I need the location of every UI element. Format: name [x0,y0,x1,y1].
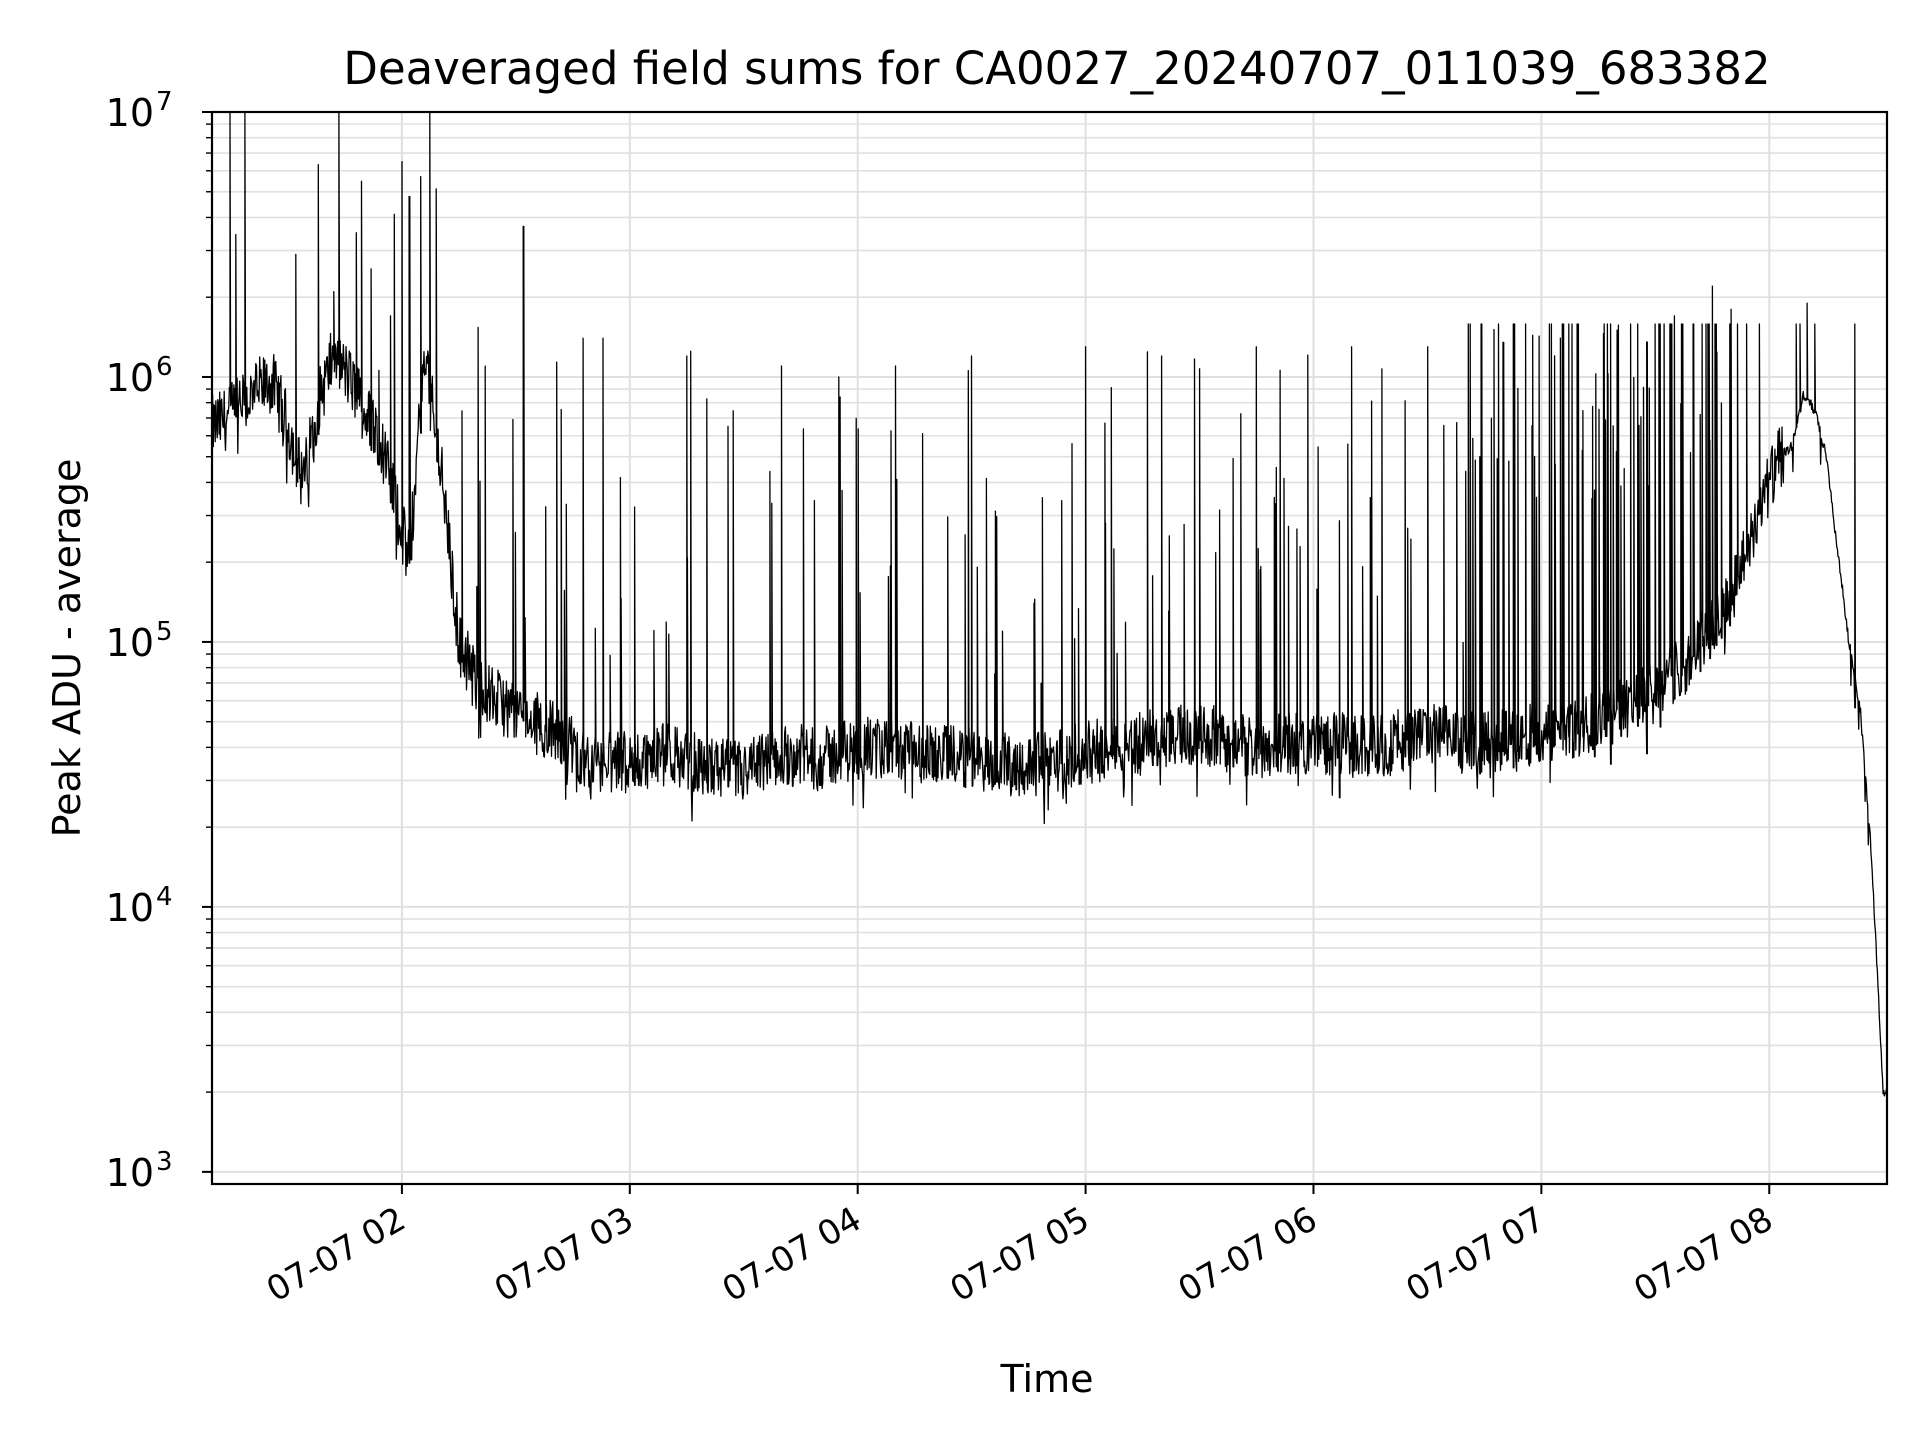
plot-frame [210,110,1889,1186]
y-tick-label: 10 [106,886,154,930]
series-path [211,111,1888,1098]
chart-title: Deaveraged field sums for CA0027_2024070… [343,42,1770,95]
y-tick-exponent: 3 [156,1147,173,1177]
y-tick-label: 10 [106,91,154,135]
y-tick-exponent: 7 [156,87,173,117]
x-axis-label: Time [1000,1357,1094,1401]
y-tick-exponent: 5 [156,617,173,647]
y-tick-label: 10 [106,356,154,400]
y-tick-label: 10 [106,1151,154,1195]
y-tick-label: 10 [106,621,154,665]
y-tick-exponent: 4 [156,882,173,912]
y-tick-exponent: 6 [156,352,173,382]
series-line [211,111,1888,1098]
y-axis-label: Peak ADU - average [45,459,89,838]
